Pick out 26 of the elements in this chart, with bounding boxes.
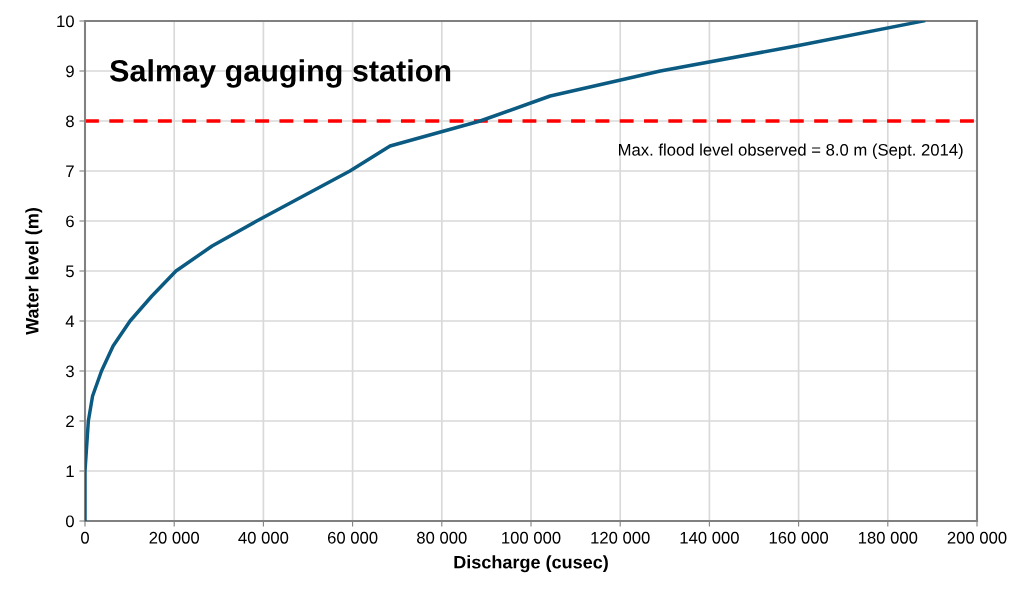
y-tick-label: 1 [66,465,74,478]
x-tick-label: 120 000 [591,531,650,544]
ref-line-label: Max. flood level observed = 8.0 m (Sept. 2014) [618,143,963,160]
y-tick-label: 3 [65,365,74,378]
y-tick-label: 10 [57,15,74,28]
x-tick-label: 200 000 [947,531,1007,544]
x-tick-label: 160 000 [769,531,829,544]
x-tick-label: 40 000 [238,531,289,544]
x-tick-label: 140 000 [680,531,739,544]
x-axis-title: Discharge (cusec) [454,555,608,573]
x-tick-label: 180 000 [858,531,918,544]
x-tick-label: 100 000 [502,531,561,544]
text: Salmay gauging station [109,59,451,88]
x-tick-label: 80 000 [417,531,467,544]
y-tick-label: 2 [66,415,74,428]
y-tick-label: 0 [65,515,74,528]
y-axis-title: Water level (m) [25,208,43,335]
x-tick-label: 0 [81,531,89,544]
x-tick-label: 20 000 [149,531,200,544]
y-tick-label: 6 [66,215,74,228]
y-tick-label: 4 [65,315,75,328]
y-tick-label: 9 [66,65,74,78]
y-tick-label: 8 [66,115,74,128]
x-tick-label: 60 000 [327,531,378,544]
y-tick-label: 7 [66,165,74,178]
y-tick-label: 5 [65,265,74,278]
